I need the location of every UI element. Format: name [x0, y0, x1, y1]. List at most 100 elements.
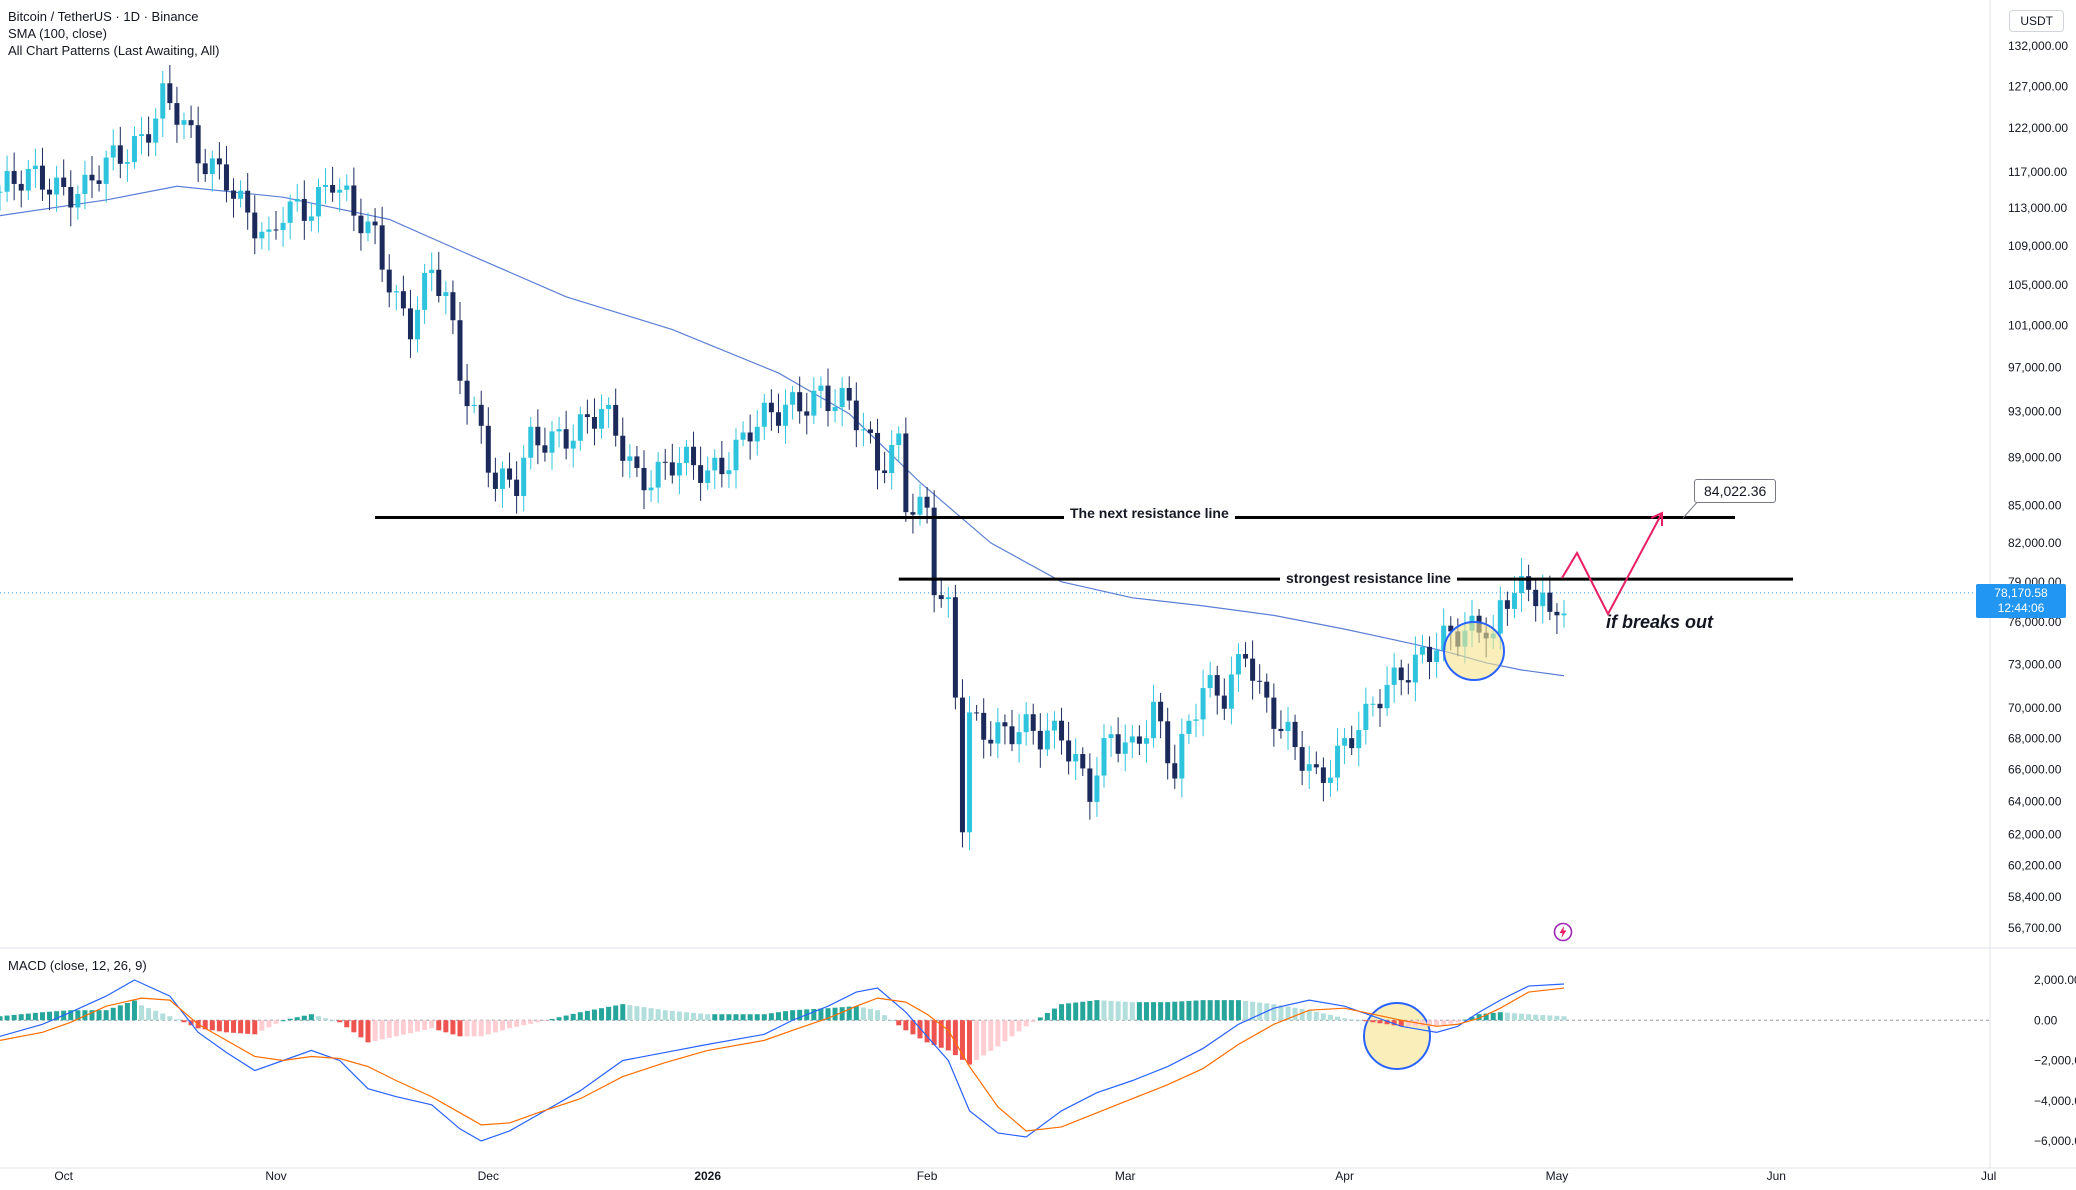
macd-histogram-bar: [238, 1020, 244, 1034]
macd-histogram-bar: [174, 1019, 180, 1021]
macd-histogram-bar: [1292, 1007, 1298, 1021]
candle: [599, 394, 605, 439]
candle-body: [1554, 611, 1560, 616]
macd-histogram-bar: [846, 1006, 852, 1021]
macd-histogram-bar: [967, 1020, 973, 1065]
candle-body: [61, 177, 67, 188]
candle: [499, 461, 505, 508]
breakout-label: if breaks out: [1606, 612, 1714, 632]
candle-body: [1448, 625, 1454, 632]
macd-histogram-bar: [733, 1014, 739, 1021]
candle: [266, 216, 272, 251]
macd-histogram-bar: [1434, 1020, 1440, 1027]
macd-histogram-bar: [450, 1020, 456, 1035]
candle: [223, 146, 229, 203]
candle: [698, 446, 704, 501]
macd-histogram-bar: [344, 1020, 350, 1028]
macd-histogram-bar: [1066, 1003, 1072, 1021]
candle-body: [988, 739, 994, 744]
candle-body: [1023, 714, 1029, 733]
candle-body: [931, 507, 937, 596]
candle: [790, 385, 796, 420]
macd-histogram-bar: [1186, 1000, 1192, 1021]
macd-histogram-bar: [981, 1020, 987, 1056]
currency-button[interactable]: USDT: [2009, 10, 2064, 32]
macd-histogram-bar: [959, 1020, 965, 1060]
candle-body: [514, 479, 520, 497]
candle: [344, 174, 350, 202]
flash-icon[interactable]: [1553, 922, 1573, 942]
candle: [747, 414, 753, 460]
candle-body: [1391, 667, 1397, 685]
candle-body: [96, 180, 102, 184]
candle: [1391, 653, 1397, 703]
candle-body: [712, 457, 718, 471]
macd-histogram-bar: [1172, 1001, 1178, 1021]
macd-histogram-bar: [832, 1007, 838, 1021]
macd-histogram-bar: [1165, 1002, 1171, 1021]
candle-body: [273, 229, 279, 231]
macd-histogram-bar: [514, 1020, 520, 1027]
candle: [542, 427, 548, 462]
time-tick-label: Oct: [54, 1169, 73, 1183]
price-tick-label: 132,000.00: [2008, 39, 2068, 53]
candle-body: [754, 426, 760, 442]
candle-body: [896, 433, 902, 446]
candle-body: [1051, 720, 1057, 731]
candle-body: [1526, 576, 1532, 590]
macd-histogram-bar: [1136, 1002, 1142, 1021]
macd-histogram-bar: [867, 1008, 873, 1021]
candle-body: [365, 221, 371, 234]
candle-body: [181, 120, 187, 125]
macd-histogram-bar: [1469, 1016, 1475, 1021]
macd-histogram-bar: [1370, 1020, 1376, 1023]
macd-histogram-bar: [641, 1007, 647, 1021]
candle: [75, 185, 81, 220]
candle-body: [1186, 720, 1192, 734]
candle: [209, 150, 215, 192]
macd-histogram-bar: [1299, 1008, 1305, 1021]
candle-body: [938, 595, 944, 600]
candle-body: [436, 269, 442, 297]
candle: [719, 440, 725, 488]
candle: [676, 447, 682, 495]
candle: [492, 457, 498, 502]
price-tick-label: 66,000.00: [2008, 762, 2062, 776]
bar-countdown: 12:44:06: [1997, 601, 2045, 615]
macd-histogram-bar: [698, 1013, 704, 1021]
macd-histogram-bar: [280, 1020, 286, 1022]
macd-histogram-bar: [1335, 1016, 1341, 1021]
target-price-label: 84,022.36: [1694, 479, 1777, 503]
price-tick-label: 113,000.00: [2008, 201, 2067, 215]
macd-histogram-bar: [507, 1020, 513, 1029]
candle-body: [839, 388, 845, 408]
candle: [61, 159, 67, 196]
candle-body: [747, 432, 753, 442]
macd-histogram-bar: [252, 1020, 258, 1035]
candle-body: [1533, 589, 1539, 607]
candle: [917, 484, 923, 526]
candle-body: [47, 189, 53, 195]
candle: [754, 409, 760, 456]
candle-body: [259, 231, 265, 239]
candle: [167, 64, 173, 110]
signal-line: [0, 987, 1565, 1132]
candle: [867, 421, 873, 444]
candle: [259, 222, 265, 250]
candle-body: [875, 432, 881, 471]
candle-body: [1384, 684, 1390, 709]
candle-body: [1044, 730, 1050, 750]
candle: [896, 426, 902, 462]
candle: [1002, 714, 1008, 745]
candle-body: [1101, 738, 1107, 776]
macd-histogram-bar: [613, 1005, 619, 1021]
candle-body: [1412, 654, 1418, 683]
candle: [1398, 659, 1404, 696]
macd-histogram-bar: [323, 1018, 329, 1021]
candle-body: [1257, 680, 1263, 682]
macd-histogram-bar: [400, 1020, 406, 1035]
macd-histogram-bar: [1158, 1002, 1164, 1021]
macd-histogram-bar: [606, 1006, 612, 1021]
macd-histogram-bar: [556, 1017, 562, 1021]
